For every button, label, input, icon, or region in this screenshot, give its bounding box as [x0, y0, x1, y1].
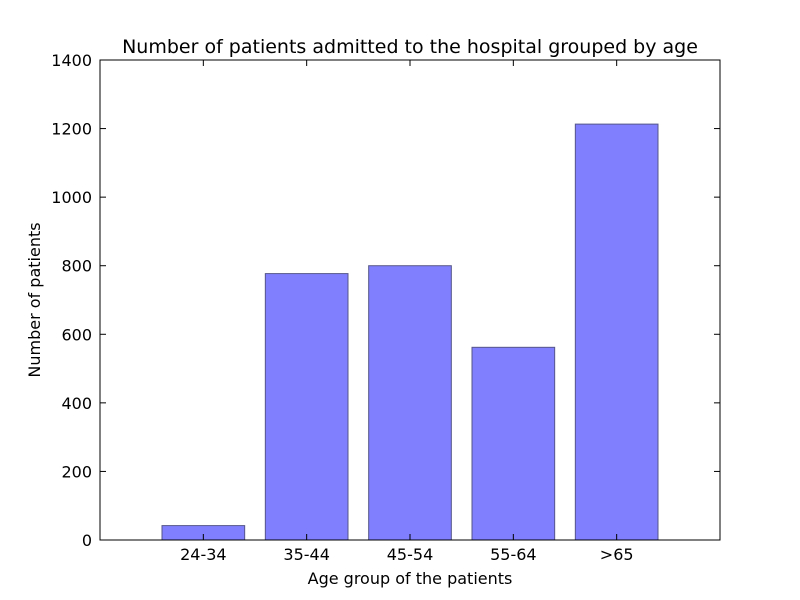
- chart-title: Number of patients admitted to the hospi…: [122, 36, 698, 58]
- x-tick-label: 24-34: [180, 545, 227, 564]
- bar-65: [574, 123, 659, 541]
- y-tick-label: 1200: [51, 120, 92, 139]
- x-tick-label: >65: [600, 545, 634, 564]
- ticks-layer: 24-34 35-44 45-54 55-64 >65 0 200 400 600 800 1000…: [51, 51, 720, 564]
- x-tick-label: 55-64: [490, 545, 537, 564]
- y-tick-label: 600: [61, 325, 92, 344]
- x-tick-label: 45-54: [387, 545, 434, 564]
- y-axis-label: Number of patients: [25, 222, 44, 377]
- bar-4554: [368, 265, 452, 541]
- y-tick-label: 1000: [51, 188, 92, 207]
- bar-5564: [471, 346, 556, 541]
- y-tick-label: 200: [61, 462, 92, 481]
- y-tick-label: 400: [61, 394, 92, 413]
- y-tick-label: 800: [61, 257, 92, 276]
- y-tick-label: 0: [82, 531, 92, 550]
- bars-layer: [161, 123, 659, 541]
- bar-3544: [264, 273, 349, 541]
- x-tick-label: 35-44: [283, 545, 330, 564]
- y-tick-label: 1400: [51, 51, 92, 70]
- plot-frame: [99, 59, 721, 541]
- x-axis-label: Age group of the patients: [308, 569, 513, 588]
